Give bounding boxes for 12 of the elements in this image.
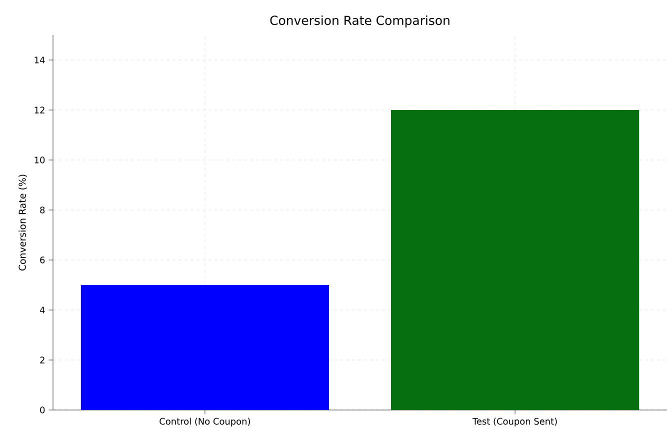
y-tick-label: 6 <box>40 256 45 264</box>
y-tick-label: 2 <box>40 356 44 364</box>
x-tick-label: Control (No Coupon) <box>160 418 250 426</box>
chart-title: Conversion Rate Comparison <box>270 15 450 28</box>
y-axis-title: Conversion Rate (%) <box>18 174 27 271</box>
y-tick-label: 14 <box>34 56 45 64</box>
y-tick-label: 4 <box>40 306 45 314</box>
y-tick-label: 8 <box>40 206 45 214</box>
y-tick-label: 0 <box>40 406 45 414</box>
y-tick-label: 10 <box>34 156 45 164</box>
x-tick-label: Test (Coupon Sent) <box>472 418 557 426</box>
y-tick-label: 12 <box>34 106 44 114</box>
